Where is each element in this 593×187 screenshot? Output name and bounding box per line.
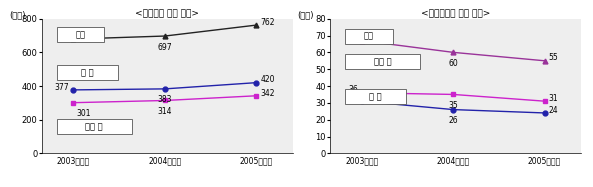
Text: (시억): (시억) [9,11,25,20]
Text: 31: 31 [348,94,358,103]
Title: <매었제권 변화 추이>: <매었제권 변화 추이> [135,9,199,18]
Text: 314: 314 [158,107,172,116]
Text: 697: 697 [158,43,172,52]
Text: 383: 383 [158,96,172,105]
FancyBboxPatch shape [56,27,104,42]
FancyBboxPatch shape [345,89,406,104]
Text: 342: 342 [260,88,275,97]
Text: (시억): (시억) [297,11,314,20]
Text: 35: 35 [448,101,458,110]
Text: 비제 조: 비제 조 [85,122,103,131]
Text: 377: 377 [55,83,69,92]
Text: 679: 679 [76,32,91,41]
Text: 762: 762 [260,18,275,27]
FancyBboxPatch shape [345,54,420,69]
Text: 전체: 전체 [75,30,85,39]
Text: 420: 420 [260,75,275,84]
FancyBboxPatch shape [56,65,118,80]
FancyBboxPatch shape [56,119,132,134]
Text: 전체: 전체 [364,32,374,41]
Text: 36: 36 [348,85,358,94]
Text: 301: 301 [76,109,91,118]
Text: 제 조: 제 조 [81,68,94,77]
Text: 24: 24 [549,106,559,115]
Text: 60: 60 [448,59,458,68]
Text: 제 조: 제 조 [369,92,382,101]
FancyBboxPatch shape [345,29,393,44]
Text: 31: 31 [549,94,559,103]
Text: 비제 조: 비제 조 [374,57,391,66]
Text: 55: 55 [549,53,559,62]
Text: 67: 67 [348,33,358,42]
Title: <대손충당금 변화 추이>: <대손충당금 변화 추이> [421,9,490,18]
Text: 26: 26 [448,116,458,125]
